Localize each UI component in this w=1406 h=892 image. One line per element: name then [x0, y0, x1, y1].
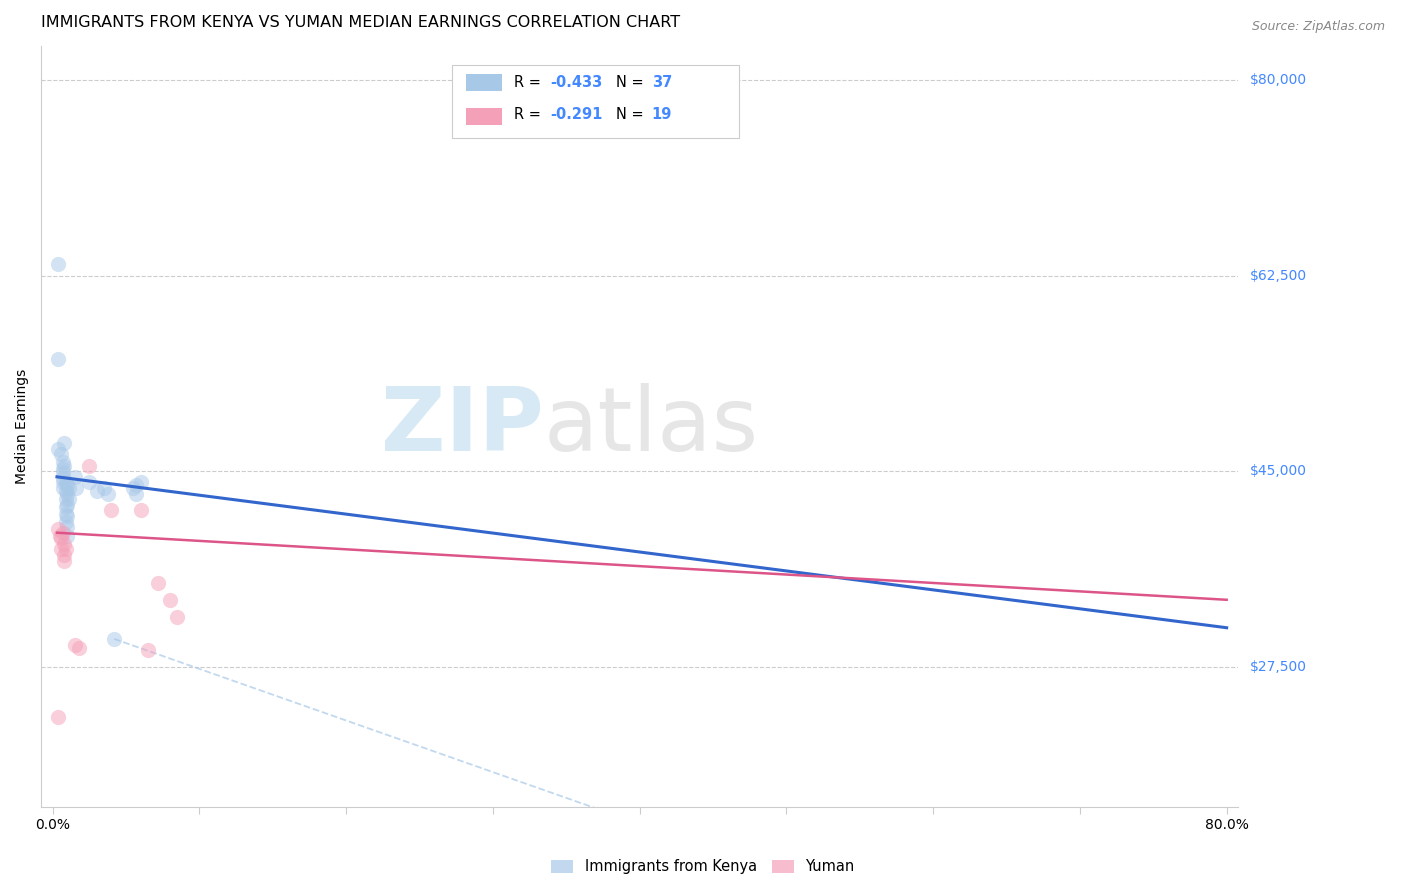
Point: [48, 352, 70, 367]
Text: $27,500: $27,500: [1250, 660, 1306, 673]
Point: [122, 481, 145, 495]
Text: atlas: atlas: [544, 383, 759, 470]
Bar: [465, 108, 502, 125]
Point: [51, 542, 73, 557]
Text: $62,500: $62,500: [1250, 268, 1306, 283]
Text: Source: ZipAtlas.com: Source: ZipAtlas.com: [1251, 20, 1385, 33]
Point: [51, 531, 73, 545]
Point: [148, 576, 170, 591]
Text: -0.433: -0.433: [550, 75, 602, 90]
Point: [65, 481, 87, 495]
Text: $45,000: $45,000: [1250, 464, 1306, 478]
Point: [56, 529, 79, 543]
Point: [52, 475, 75, 490]
Point: [56, 508, 79, 523]
Point: [55, 507, 77, 521]
Point: [56, 498, 79, 512]
Y-axis label: Median Earnings: Median Earnings: [15, 369, 30, 484]
Text: $80,000: $80,000: [1250, 73, 1306, 87]
Point: [55, 515, 77, 529]
Point: [159, 592, 181, 607]
Point: [51, 447, 73, 461]
Text: R =: R =: [513, 107, 550, 122]
Point: [48, 522, 70, 536]
Point: [136, 643, 159, 657]
Point: [53, 548, 76, 562]
Point: [58, 492, 80, 507]
Point: [58, 481, 80, 495]
Point: [52, 462, 75, 476]
Point: [48, 442, 70, 456]
Point: [55, 492, 77, 507]
Point: [52, 467, 75, 481]
Text: N =: N =: [616, 75, 648, 90]
Point: [86, 484, 108, 499]
Point: [55, 475, 77, 490]
Point: [77, 475, 100, 490]
Point: [129, 503, 152, 517]
Text: 19: 19: [651, 107, 672, 122]
Text: N =: N =: [616, 107, 648, 122]
Point: [100, 503, 122, 517]
Point: [63, 638, 86, 652]
Point: [125, 486, 148, 500]
Point: [129, 475, 152, 490]
Point: [77, 458, 100, 473]
Point: [52, 455, 75, 469]
Point: [166, 609, 188, 624]
Point: [56, 520, 79, 534]
Text: -0.291: -0.291: [550, 107, 602, 122]
Point: [48, 257, 70, 271]
Point: [97, 486, 120, 500]
Text: IMMIGRANTS FROM KENYA VS YUMAN MEDIAN EARNINGS CORRELATION CHART: IMMIGRANTS FROM KENYA VS YUMAN MEDIAN EA…: [41, 15, 681, 30]
Point: [55, 484, 77, 499]
Point: [67, 640, 90, 655]
Point: [53, 537, 76, 551]
Point: [52, 471, 75, 485]
Text: 37: 37: [651, 75, 672, 90]
Point: [63, 470, 86, 484]
Point: [49, 529, 72, 543]
Point: [55, 500, 77, 514]
Point: [53, 554, 76, 568]
Point: [93, 481, 115, 495]
Text: ZIP: ZIP: [381, 383, 544, 470]
Point: [125, 477, 148, 491]
Point: [103, 632, 125, 646]
Point: [48, 710, 70, 724]
Point: [52, 481, 75, 495]
Bar: [451, 65, 740, 137]
Point: [56, 486, 79, 500]
Point: [53, 458, 76, 473]
Point: [56, 477, 79, 491]
Point: [52, 525, 75, 540]
Point: [55, 542, 77, 557]
Legend: Immigrants from Kenya, Yuman: Immigrants from Kenya, Yuman: [546, 854, 860, 880]
Text: R =: R =: [513, 75, 546, 90]
Bar: [465, 74, 502, 90]
Point: [53, 436, 76, 450]
